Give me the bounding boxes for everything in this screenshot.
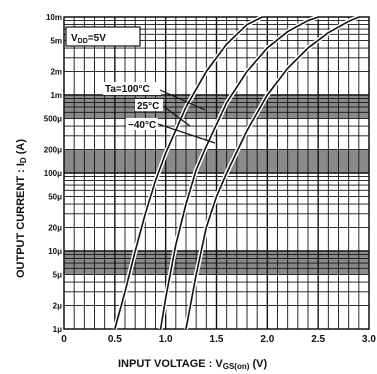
y-tick-labels: 10m 5m 2m 1m 500μ 200μ 100μ 50μ 20μ 10μ 5μ 2μ 1μ [44,13,62,334]
x-tick-label: 1.0 [159,334,173,345]
y-tick-label: 5μ [53,270,62,279]
x-tick-label: 1.5 [210,334,224,345]
condition-label: VDD=5V [71,33,106,45]
y-tick-label: 2m [50,68,62,77]
y-tick-label: 50μ [48,192,62,201]
y-tick-label: 2μ [53,302,62,311]
x-tick-label: 3.0 [362,334,376,345]
x-tick-labels: 0 0.5 1.0 1.5 2.0 2.5 3.0 [61,334,376,345]
y-tick-label: 5m [50,36,62,45]
x-tick-label: 2.0 [260,334,274,345]
y-axis-label: OUTPUT CURRENT : ID (A) [15,139,28,278]
y-tick-label: 1μ [53,325,62,334]
y-tick-label: 10m [46,13,62,22]
x-axis-label: INPUT VOLTAGE : VGS(on) (V) [118,358,267,371]
y-tick-label: 1m [50,91,62,100]
series-label-m40: −40°C [128,120,156,131]
x-tick-label: 2.5 [311,334,325,345]
y-tick-label: 500μ [44,114,62,123]
y-tick-label: 10μ [48,247,62,256]
condition-annotation: VDD=5V [66,27,140,46]
x-tick-label: 0 [61,334,67,345]
series-label-25: 25°C [137,101,159,112]
y-tick-label: 100μ [44,169,62,178]
grid-lines [64,17,369,329]
series-label-ta100: Ta=100°C [105,84,150,95]
y-tick-label: 20μ [48,224,62,233]
y-tick-label: 200μ [44,146,62,155]
x-tick-label: 0.5 [108,334,122,345]
